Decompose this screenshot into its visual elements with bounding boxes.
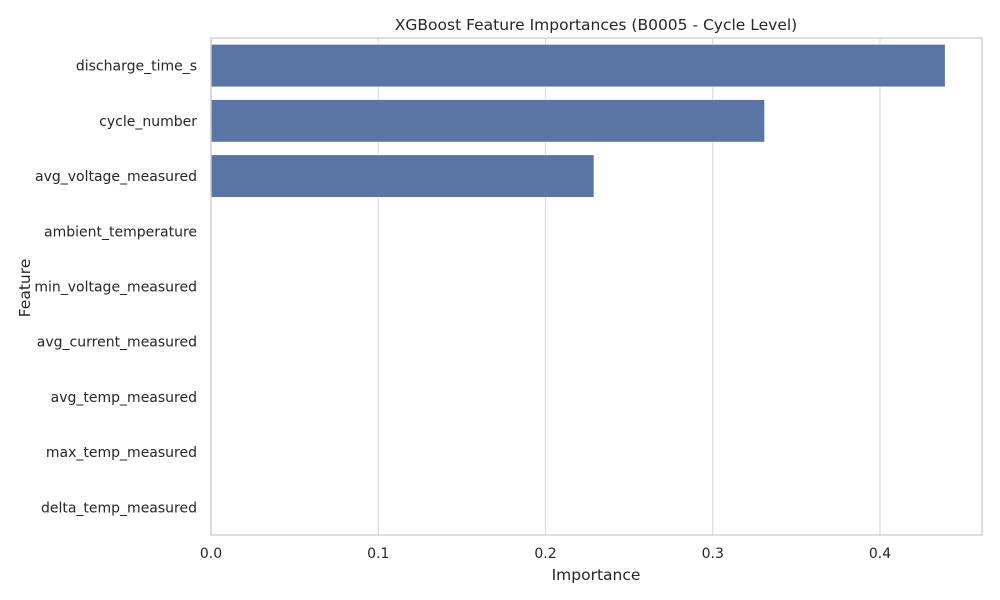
y-tick-label: ambient_temperature: [44, 224, 197, 240]
x-tick-label: 0.1: [367, 546, 389, 562]
plot-border: [210, 37, 983, 536]
x-tick-label: 0.0: [200, 546, 222, 562]
bars: [210, 44, 946, 198]
y-tick-label: avg_current_measured: [37, 335, 197, 351]
y-tick-label: delta_temp_measured: [41, 500, 197, 516]
y-axis-title: Feature: [16, 259, 34, 318]
y-tick-label: avg_voltage_measured: [35, 169, 197, 185]
x-tick-label: 0.4: [869, 546, 891, 562]
plot-frame: [210, 37, 983, 536]
bar-avg-voltage-measured: [210, 154, 595, 198]
y-tick-label: cycle_number: [99, 114, 197, 130]
chart-title: XGBoost Feature Importances (B0005 - Cyc…: [395, 16, 797, 34]
y-tick-label: max_temp_measured: [46, 445, 197, 461]
bar-discharge-time-s: [210, 44, 946, 88]
x-tick-label: 0.2: [534, 546, 556, 562]
y-tick-label: discharge_time_s: [76, 59, 197, 75]
x-tick-labels: 0.0 0.1 0.2 0.3 0.4: [200, 546, 891, 562]
x-axis-title: Importance: [552, 566, 641, 584]
y-tick-label: avg_temp_measured: [51, 390, 197, 406]
x-tick-label: 0.3: [702, 546, 724, 562]
y-tick-labels: discharge_time_s cycle_number avg_voltage_…: [34, 59, 197, 517]
y-tick-label: min_voltage_measured: [34, 280, 197, 296]
bar-cycle-number: [210, 99, 765, 143]
